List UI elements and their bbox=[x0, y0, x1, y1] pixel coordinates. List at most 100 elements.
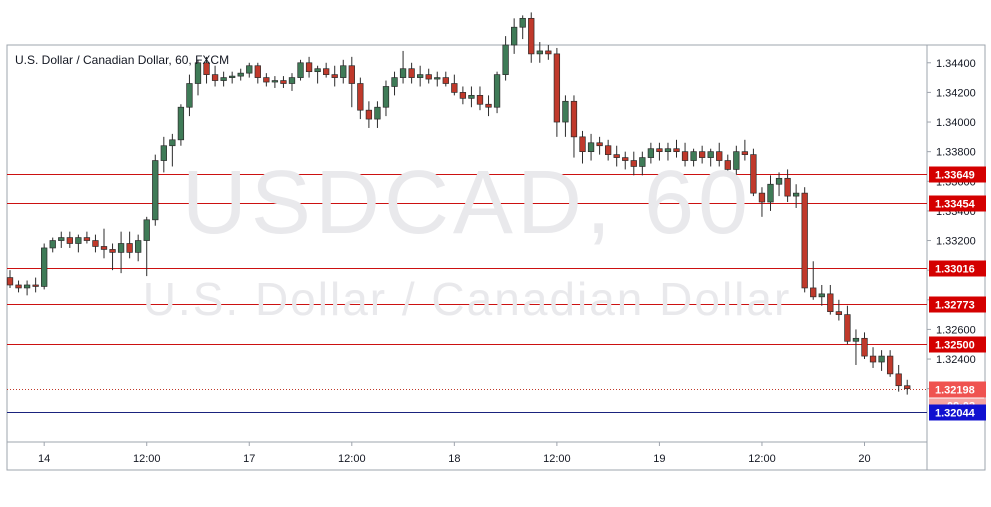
candle-down[interactable] bbox=[6, 270, 14, 288]
candle-up[interactable] bbox=[775, 172, 783, 197]
candle-down[interactable] bbox=[579, 130, 586, 164]
candle-down[interactable] bbox=[553, 47, 561, 137]
candle-up[interactable] bbox=[519, 15, 526, 40]
candle-down[interactable] bbox=[596, 136, 603, 155]
candle-down[interactable] bbox=[673, 139, 680, 158]
candle-down[interactable] bbox=[724, 154, 731, 176]
candle-up[interactable] bbox=[818, 284, 825, 306]
candle-down[interactable] bbox=[442, 71, 449, 87]
candle-up[interactable] bbox=[186, 74, 193, 117]
candle-up[interactable] bbox=[468, 86, 475, 108]
candle-down[interactable] bbox=[211, 65, 219, 87]
candle-down[interactable] bbox=[570, 95, 578, 158]
candle-down[interactable] bbox=[810, 261, 817, 300]
candle-down[interactable] bbox=[109, 243, 116, 271]
candle-down[interactable] bbox=[365, 101, 373, 128]
candle-up[interactable] bbox=[271, 76, 279, 88]
candle-up[interactable] bbox=[664, 142, 672, 161]
candle-up[interactable] bbox=[562, 95, 569, 137]
candle-down[interactable] bbox=[15, 280, 22, 293]
candle-up[interactable] bbox=[246, 62, 253, 78]
candle-up[interactable] bbox=[733, 145, 740, 176]
candle-down[interactable] bbox=[323, 62, 330, 78]
candle-up[interactable] bbox=[399, 50, 407, 84]
candle-up[interactable] bbox=[49, 237, 56, 253]
candle-down[interactable] bbox=[263, 73, 270, 87]
candle-up[interactable] bbox=[177, 104, 185, 146]
candle-up[interactable] bbox=[340, 59, 347, 84]
candle-up[interactable] bbox=[23, 280, 31, 296]
candle-down[interactable] bbox=[100, 228, 108, 259]
candle-up[interactable] bbox=[220, 71, 227, 87]
candle-down[interactable] bbox=[92, 234, 99, 253]
candle-down[interactable] bbox=[698, 145, 706, 164]
candle-down[interactable] bbox=[613, 145, 620, 167]
candle-up[interactable] bbox=[135, 234, 142, 262]
candle-down[interactable] bbox=[357, 77, 364, 120]
candle-down[interactable] bbox=[425, 68, 432, 84]
candle-up[interactable] bbox=[690, 148, 697, 167]
candle-up[interactable] bbox=[536, 42, 543, 63]
candle-up[interactable] bbox=[767, 175, 774, 211]
candle-down[interactable] bbox=[280, 76, 287, 88]
candle-down[interactable] bbox=[622, 151, 629, 170]
candle-down[interactable] bbox=[451, 74, 458, 96]
candle-down[interactable] bbox=[869, 347, 877, 368]
candle-up[interactable] bbox=[160, 136, 167, 173]
candle-down[interactable] bbox=[861, 332, 868, 360]
candle-down[interactable] bbox=[408, 62, 415, 84]
candle-up[interactable] bbox=[169, 133, 176, 167]
candle-up[interactable] bbox=[878, 350, 885, 371]
candle-up[interactable] bbox=[117, 231, 125, 274]
candle-down[interactable] bbox=[681, 142, 689, 167]
candle-up[interactable] bbox=[434, 71, 441, 87]
candle-up[interactable] bbox=[639, 151, 646, 176]
candle-down[interactable] bbox=[331, 65, 338, 87]
candle-down[interactable] bbox=[835, 299, 843, 321]
candle-down[interactable] bbox=[656, 142, 663, 161]
candle-down[interactable] bbox=[476, 86, 484, 111]
candle-up[interactable] bbox=[374, 101, 381, 128]
candle-up[interactable] bbox=[229, 71, 236, 84]
candle-up[interactable] bbox=[391, 71, 398, 96]
candle-up[interactable] bbox=[288, 73, 296, 91]
candle-down[interactable] bbox=[545, 45, 552, 60]
candle-down[interactable] bbox=[801, 187, 808, 293]
candle-down[interactable] bbox=[784, 169, 791, 203]
candle-down[interactable] bbox=[305, 56, 313, 78]
candle-down[interactable] bbox=[630, 151, 637, 176]
candle-down[interactable] bbox=[66, 231, 73, 248]
candle-down[interactable] bbox=[904, 379, 911, 395]
candle-up[interactable] bbox=[502, 36, 509, 81]
candle-up[interactable] bbox=[58, 231, 65, 248]
candle-down[interactable] bbox=[459, 86, 467, 105]
candle-down[interactable] bbox=[895, 364, 902, 392]
candle-down[interactable] bbox=[254, 62, 261, 84]
candle-down[interactable] bbox=[126, 231, 133, 259]
candle-up[interactable] bbox=[587, 133, 595, 161]
candle-down[interactable] bbox=[886, 350, 894, 377]
candle-down[interactable] bbox=[83, 231, 91, 244]
candle-down[interactable] bbox=[844, 305, 851, 345]
candle-up[interactable] bbox=[852, 329, 860, 365]
candle-up[interactable] bbox=[382, 80, 390, 117]
candle-up[interactable] bbox=[314, 65, 321, 84]
candle-up[interactable] bbox=[792, 184, 800, 208]
candle-down[interactable] bbox=[827, 284, 834, 315]
candle-down[interactable] bbox=[750, 148, 757, 197]
candle-down[interactable] bbox=[485, 95, 492, 117]
candle-down[interactable] bbox=[741, 139, 749, 161]
candle-down[interactable] bbox=[348, 56, 355, 108]
candle-down[interactable] bbox=[32, 277, 39, 293]
candle-up[interactable] bbox=[143, 216, 150, 277]
candle-up[interactable] bbox=[75, 234, 82, 253]
candle-up[interactable] bbox=[297, 59, 304, 81]
candle-down[interactable] bbox=[604, 139, 612, 161]
candle-up[interactable] bbox=[417, 65, 424, 87]
candle-up[interactable] bbox=[41, 243, 48, 290]
candle-up[interactable] bbox=[493, 71, 501, 114]
candle-up[interactable] bbox=[194, 59, 202, 96]
candle-up[interactable] bbox=[152, 154, 159, 226]
candle-down[interactable] bbox=[528, 12, 535, 63]
